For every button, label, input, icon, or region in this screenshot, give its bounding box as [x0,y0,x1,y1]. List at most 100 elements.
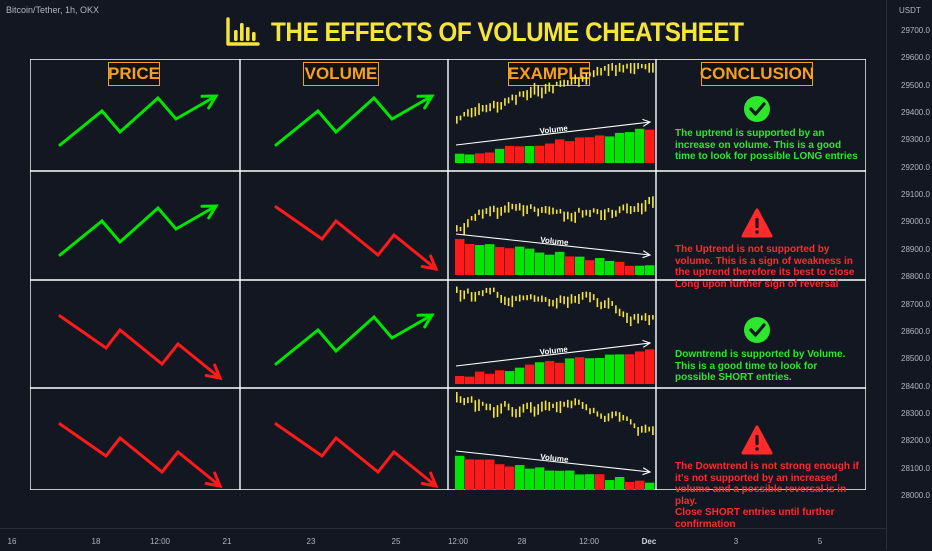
candle [626,416,628,421]
candle [530,402,532,413]
candle [478,209,480,216]
candle [548,206,551,215]
candle [496,291,499,298]
volume-bar [635,351,645,384]
time-tick: 3 [733,537,739,546]
candle [604,209,606,221]
volume-trend-arrow: Volume [455,339,652,367]
candle [607,208,610,213]
volume-bar [645,349,655,384]
conclusion-text-3: Downtrend is supported by Volume. This is… [675,349,845,384]
volume-bar [565,256,575,275]
example-chart-2: Volume [455,196,655,275]
example-chart-1: Volume [455,63,655,163]
candle [567,296,569,308]
volume-bar [535,145,545,163]
time-axis[interactable]: 16 18 12:00 21 23 25 12:00 28 12:00 Dec 3 5 [0,528,886,551]
candle [615,305,617,314]
price-tick: 28000.0 [901,490,930,500]
candle [504,98,506,106]
candle [574,398,576,406]
volume-bar [645,482,655,490]
candle [570,213,573,222]
price-axis[interactable]: USDT 29700.0 29600.0 29500.0 29400.0 29300.0… [886,0,932,550]
candle [611,63,613,71]
candle [485,403,488,411]
candle [622,64,625,73]
candle [559,209,562,214]
candle [474,291,477,302]
conclusion-line: time to look for possible LONG entries [675,151,858,162]
volume-arrow-1 [274,94,435,147]
price-candles [456,196,654,235]
candle [522,91,525,98]
price-tick: 29200.0 [901,162,930,172]
price-arrow-1 [58,94,219,147]
candle [467,219,469,228]
volume-bar [485,152,495,163]
candle [467,109,469,117]
volume-bar [635,128,645,163]
candle [548,401,551,411]
volume-bar [485,244,495,275]
candle [637,63,639,70]
candle [585,209,588,216]
candle [592,70,595,78]
candle [585,72,588,85]
candle [493,100,495,109]
candle [518,203,521,211]
symbol-label[interactable]: Bitcoin/Tether, 1h, OKX [6,5,100,15]
conclusion-line: the uptrend therefore its best to close [675,267,855,278]
volume-bar [535,467,545,490]
candle [537,208,539,217]
volume-trend-arrow: Volume [455,233,652,259]
volume-bar [455,376,465,384]
conclusion-line: The uptrend is supported by an [675,128,825,139]
candle [626,63,628,69]
conclusion-line: Close SHORT entries until further [675,507,835,518]
candle [496,207,499,219]
volume-bar [605,260,615,275]
volume-bar [505,145,515,163]
candle [637,313,639,324]
candle [581,210,584,218]
candle [504,205,506,213]
candle [489,287,491,295]
candle [581,402,584,409]
candle [589,292,591,303]
candle [518,406,521,418]
example-chart-3: Volume [455,286,655,384]
candle [629,419,632,425]
candle [493,407,495,418]
candle [578,207,580,213]
candle [615,411,617,417]
volume-bar [575,474,585,490]
candle [478,103,480,115]
candle [515,204,517,211]
volume-arrow-3 [274,313,435,366]
candle [578,294,580,304]
candle [559,80,562,87]
candle [463,223,465,235]
volume-bar [635,480,645,490]
volume-bars [455,455,655,490]
volume-bar [505,466,515,490]
price-tick: 29600.0 [901,53,930,63]
volume-bar [575,256,585,275]
volume-bar [585,260,595,275]
candle [526,90,528,101]
candle [618,412,621,422]
volume-bar [555,139,565,163]
candle [530,204,532,209]
volume-bar [475,153,485,163]
candle [637,427,639,436]
candle [459,226,462,232]
time-tick: 18 [91,537,101,546]
candle [652,315,654,320]
volume-bar [455,455,465,490]
candle [485,208,488,214]
candle [541,206,543,213]
price-tick: 29500.0 [901,80,930,90]
candle [589,408,591,415]
candle [648,315,650,326]
